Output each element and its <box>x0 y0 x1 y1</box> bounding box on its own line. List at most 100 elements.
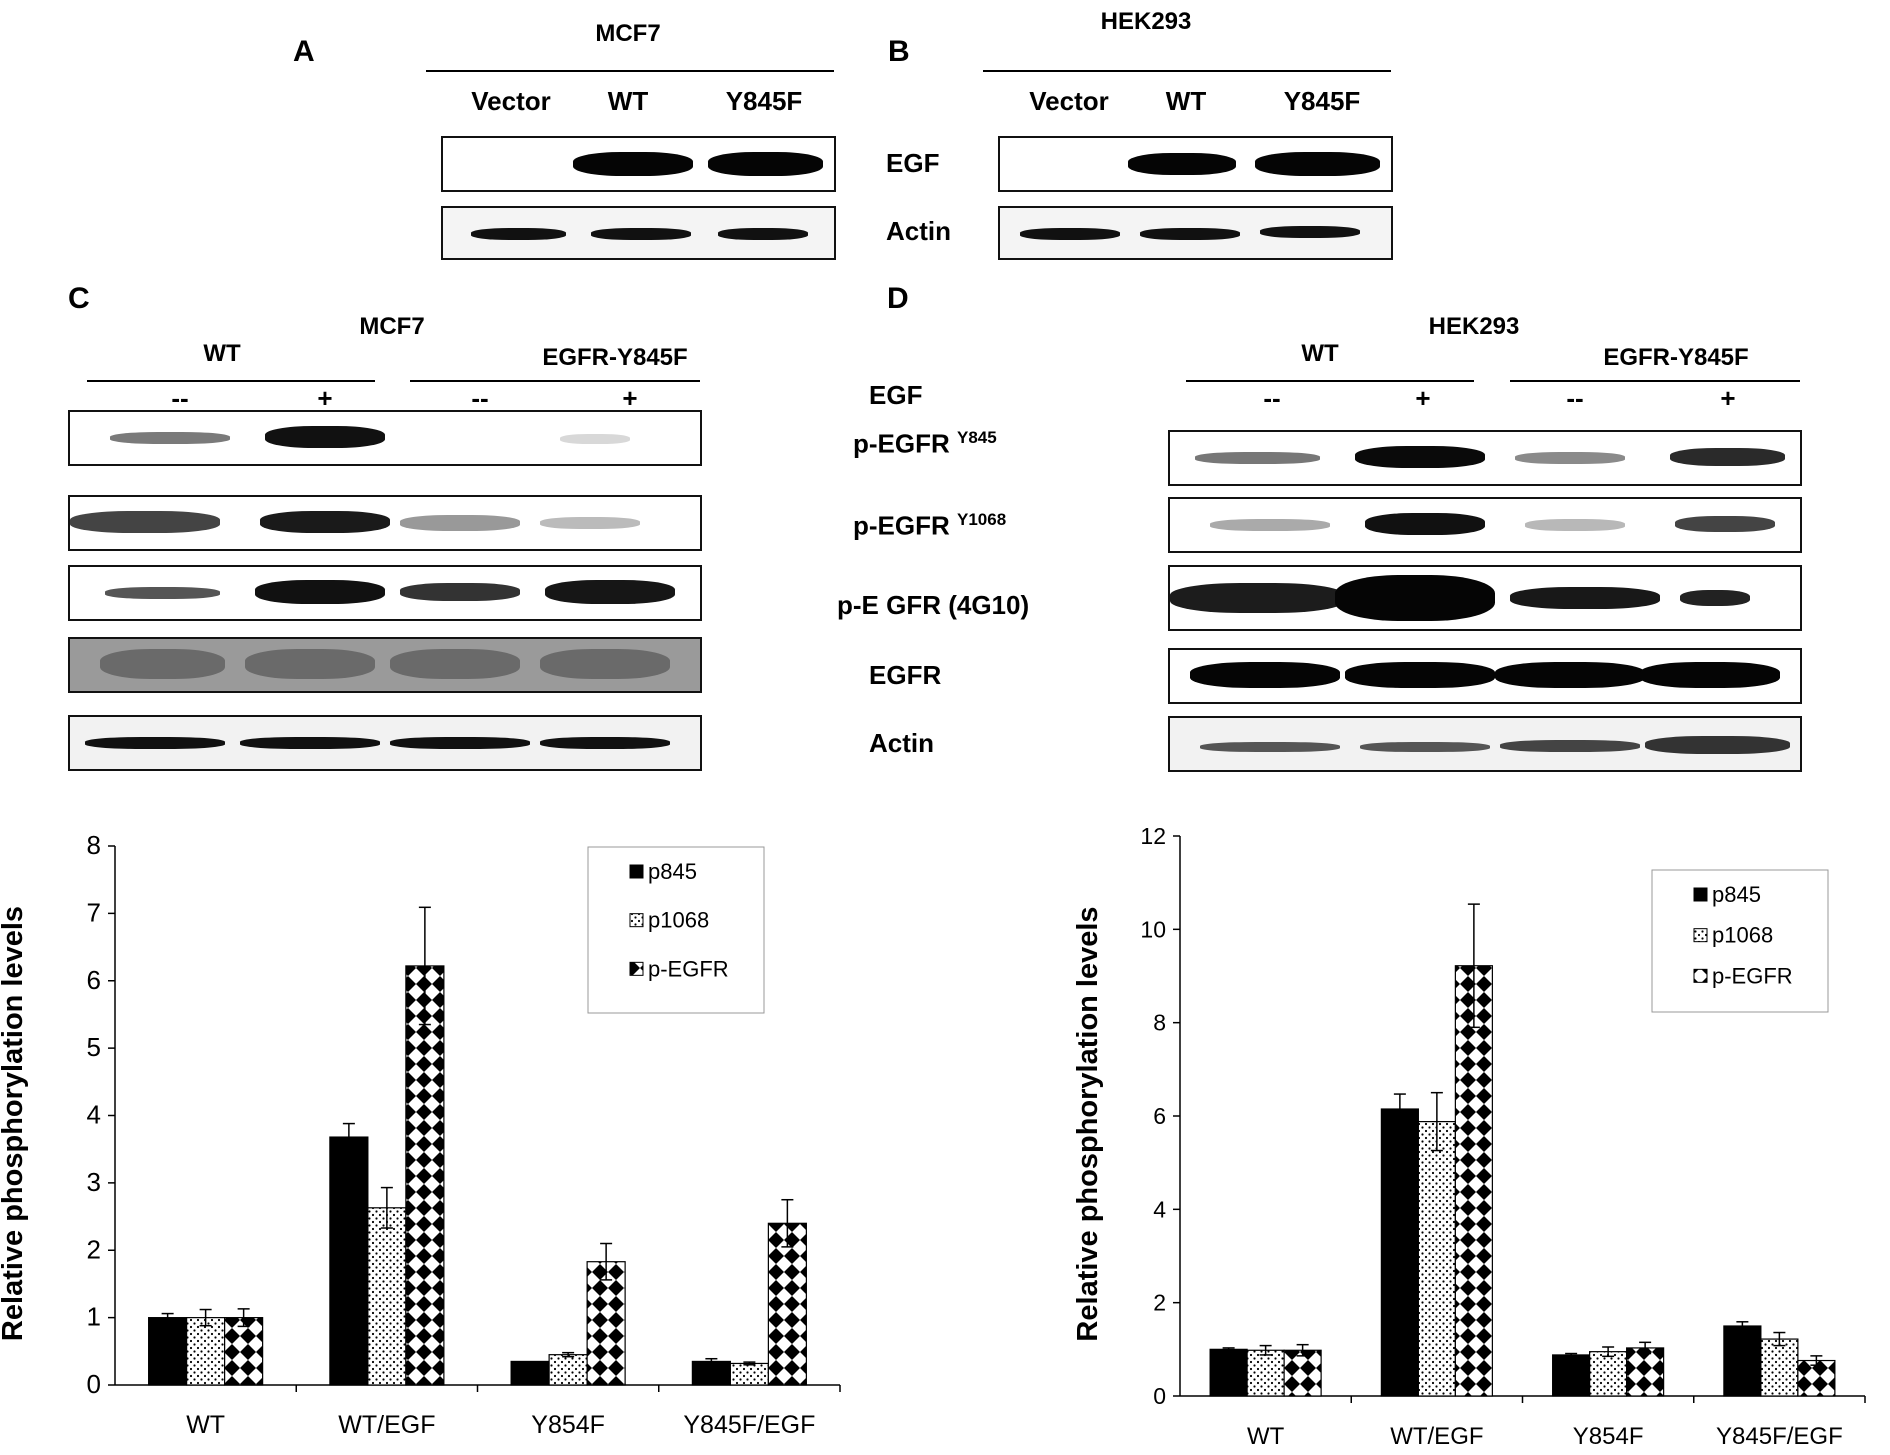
bar-p-EGFR <box>767 1222 807 1386</box>
panel-a-lane-vector: Vector <box>471 86 551 116</box>
bar-p-EGFR <box>586 1261 626 1386</box>
panel-b-cell-title: HEK293 <box>1100 8 1192 35</box>
panel-c-py1068-blot <box>68 495 702 551</box>
panel-a-actin-blot <box>441 206 836 260</box>
bar-p845 <box>691 1360 731 1386</box>
y-tick-label: 7 <box>87 897 101 927</box>
legend-swatch <box>629 864 644 879</box>
panel-c-egfr-blot <box>68 637 702 693</box>
panel-d-row-py1068: p-EGFR Y1068 <box>853 510 1006 542</box>
panel-a-cell-title: MCF7 <box>595 20 661 47</box>
panel-b-row-egf: EGF <box>886 148 940 178</box>
bar-p845 <box>1209 1348 1248 1397</box>
panel-d-row-egfr: EGFR <box>869 660 942 690</box>
bar-p1068 <box>729 1362 769 1386</box>
legend-swatch <box>1693 928 1708 943</box>
bar-p845 <box>1552 1354 1591 1397</box>
panel-c-cell-title: MCF7 <box>359 313 425 340</box>
panel-b-egf-blot <box>998 136 1393 192</box>
chart-hek293-phosphorylation: 0 2 4 6 8 10 12 Relative phosphorylation levels… <box>1072 823 1866 1450</box>
bar-p1068 <box>367 1207 407 1386</box>
x-tick-label: WT/EGF <box>1390 1423 1483 1450</box>
panel-a-egf-blot <box>441 136 836 192</box>
y-tick-label: 6 <box>87 965 101 995</box>
panel-c-treat-3: -- <box>471 383 489 413</box>
x-tick-label: Y854F <box>1573 1423 1644 1450</box>
y-tick-label: 3 <box>87 1167 101 1197</box>
x-tick-label: WT <box>186 1411 225 1439</box>
legend-swatch <box>629 913 644 928</box>
band <box>240 737 380 749</box>
legend-label: p845 <box>1712 882 1761 907</box>
panel-c-treat-4: + <box>622 383 638 413</box>
bar-p845 <box>148 1317 188 1386</box>
y-tick-label: 2 <box>87 1234 101 1264</box>
band <box>70 511 220 533</box>
panel-d-treat-2: + <box>1415 383 1431 413</box>
y-tick-label: 8 <box>87 830 101 860</box>
x-tick-label: WT/EGF <box>338 1411 435 1439</box>
bar-p1068 <box>1417 1121 1456 1397</box>
band <box>708 152 823 176</box>
panel-b-letter: B <box>888 35 910 68</box>
panel-d-letter: D <box>887 282 909 315</box>
legend-swatch <box>1693 968 1708 983</box>
y-tick-label: 2 <box>1153 1290 1166 1316</box>
band <box>1170 583 1345 613</box>
band <box>540 517 640 529</box>
band <box>260 511 390 533</box>
band <box>573 152 693 176</box>
panel-d-wt-line <box>1186 380 1474 382</box>
band <box>1200 742 1340 752</box>
panel-c-letter: C <box>68 282 90 315</box>
panel-d-group-y845f: EGFR-Y845F <box>1603 344 1749 371</box>
panel-b-row-actin: Actin <box>886 216 951 246</box>
legend-label: p-EGFR <box>1712 963 1793 988</box>
bar-p1068 <box>548 1354 588 1386</box>
band <box>1515 452 1625 464</box>
band <box>255 580 385 604</box>
band <box>1500 740 1640 752</box>
panel-b-lane-vector: Vector <box>1029 86 1109 116</box>
panel-d-y845f-line <box>1510 380 1800 382</box>
band <box>1525 519 1625 531</box>
band <box>1645 736 1790 754</box>
panel-b-lane-y845f: Y845F <box>1283 86 1361 116</box>
band <box>1510 587 1660 609</box>
band <box>400 583 520 601</box>
panel-c-group-y845f: EGFR-Y845F <box>542 344 688 371</box>
bar-p-EGFR <box>1626 1347 1665 1397</box>
y-tick-label: 10 <box>1140 916 1166 942</box>
panel-d-actin-blot <box>1168 716 1802 772</box>
band <box>718 228 808 240</box>
band <box>390 649 520 679</box>
panel-a-lane-wt: WT <box>607 86 649 116</box>
bar-p845 <box>329 1136 369 1386</box>
panel-c-py845-blot <box>68 410 702 466</box>
panel-c-wt-line <box>87 380 375 382</box>
panel-d-cell-title: HEK293 <box>1428 313 1520 340</box>
band <box>1190 662 1340 688</box>
panel-a-header-line <box>426 70 834 72</box>
band <box>1335 575 1495 621</box>
panel-a-letter: A <box>293 35 315 68</box>
band <box>560 434 630 444</box>
panel-d-py1068-blot <box>1168 497 1802 553</box>
band <box>105 587 220 599</box>
panel-c-actin-blot <box>68 715 702 771</box>
x-tick-label: Y845F/EGF <box>1716 1423 1843 1450</box>
legend-box <box>1651 869 1829 1013</box>
panel-d-treat-4: + <box>1720 383 1736 413</box>
panel-d-row-py845: p-EGFR Y845 <box>853 428 997 460</box>
panel-d-treat-1: -- <box>1263 383 1281 413</box>
y-tick-label: 8 <box>1153 1010 1166 1036</box>
x-tick-label: WT <box>1247 1423 1285 1450</box>
bar-p845 <box>510 1360 550 1386</box>
panel-d-egfr-blot <box>1168 648 1802 704</box>
y-tick-label: 4 <box>1153 1196 1166 1222</box>
band <box>400 515 520 531</box>
band <box>591 228 691 240</box>
band <box>390 737 530 749</box>
bar-p-EGFR <box>1454 965 1493 1397</box>
y-tick-label: 0 <box>1153 1383 1166 1409</box>
